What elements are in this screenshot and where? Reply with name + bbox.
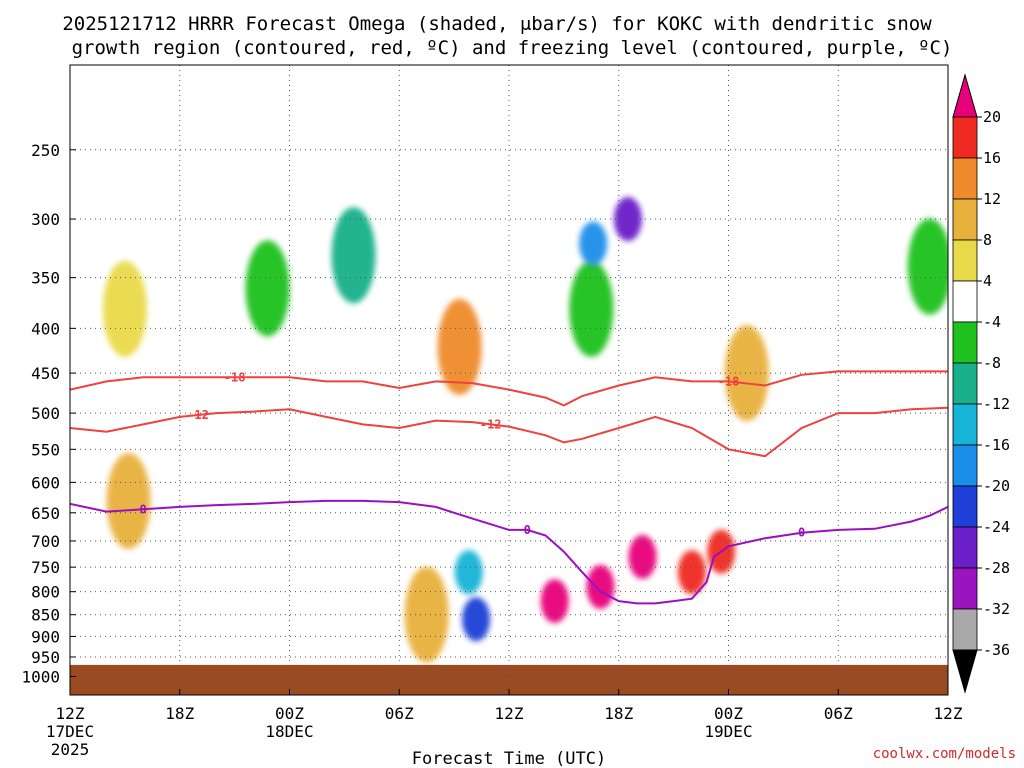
colorbar-label-8: -16 bbox=[983, 436, 1010, 454]
colorbar-label-10: -24 bbox=[983, 518, 1010, 536]
colorbar-label-1: 16 bbox=[983, 149, 1001, 167]
colorbar-box-4 bbox=[952, 280, 978, 323]
colorbar-box-2 bbox=[952, 198, 978, 241]
y-tick-label-0: 250 bbox=[31, 141, 60, 160]
contour-label-0-1: -18 bbox=[718, 374, 740, 388]
colorbar: 20 16 12 8 4 -4 -8 -12 -16 -20 -24 -28 -32 -36 bbox=[952, 73, 1010, 694]
colorbar-label-13: -36 bbox=[983, 641, 1010, 659]
x-date-label-6: 19DEC bbox=[704, 722, 752, 741]
contour-label-1-1: -12 bbox=[480, 417, 502, 431]
colorbar-label-0: 20 bbox=[983, 108, 1001, 126]
colorbar-box-10 bbox=[952, 526, 978, 569]
x-year-label-0: 2025 bbox=[51, 740, 90, 759]
x-date-label-2: 18DEC bbox=[265, 722, 313, 741]
colorbar-bottom-arrow bbox=[952, 649, 978, 694]
colorbar-label-12: -32 bbox=[983, 600, 1010, 618]
colorbar-box-12 bbox=[952, 608, 978, 651]
y-tick-label-4: 450 bbox=[31, 364, 60, 383]
y-tick-label-9: 700 bbox=[31, 532, 60, 551]
omega-feature-12 bbox=[579, 221, 608, 266]
colorbar-label-11: -28 bbox=[983, 559, 1010, 577]
contour-line-0 bbox=[70, 370, 948, 407]
contour-label-2-1: 0 bbox=[524, 523, 531, 537]
x-tick-label-0: 12Z bbox=[56, 704, 85, 723]
contour-label-0-0: -18 bbox=[224, 370, 246, 384]
y-tick-label-6: 550 bbox=[31, 440, 60, 459]
y-tick-label-10: 750 bbox=[31, 558, 60, 577]
colorbar-box-3 bbox=[952, 239, 978, 282]
omega-feature-9 bbox=[454, 550, 483, 595]
colorbar-box-5 bbox=[952, 321, 978, 364]
omega-feature-13 bbox=[540, 579, 569, 624]
y-tick-label-12: 850 bbox=[31, 606, 60, 625]
y-tick-label-5: 500 bbox=[31, 404, 60, 423]
colorbar-box-8 bbox=[952, 444, 978, 487]
x-axis-label: Forecast Time (UTC) bbox=[412, 749, 606, 768]
contour-label-1-0: -12 bbox=[187, 408, 209, 422]
colorbar-label-7: -12 bbox=[983, 395, 1010, 413]
x-tick-label-4: 12Z bbox=[495, 704, 524, 723]
omega-feature-7 bbox=[331, 207, 376, 304]
x-tick-label-8: 12Z bbox=[934, 704, 963, 723]
omega-feature-4 bbox=[724, 325, 769, 422]
y-tick-label-8: 650 bbox=[31, 504, 60, 523]
gridlines bbox=[70, 65, 948, 695]
chart-title-line2: growth region (contoured, red, ºC) and f… bbox=[72, 37, 953, 59]
colorbar-box-11 bbox=[952, 567, 978, 610]
omega-feature-17 bbox=[613, 197, 642, 242]
colorbar-box-7 bbox=[952, 403, 978, 446]
x-tick-label-3: 06Z bbox=[385, 704, 414, 723]
omega-feature-0 bbox=[102, 260, 147, 357]
colorbar-label-6: -8 bbox=[983, 354, 1001, 372]
contour-layer: -18 -18 -12 -12 0 0 0 bbox=[70, 370, 948, 605]
x-date-label-0: 17DEC bbox=[46, 722, 94, 741]
colorbar-top-arrow bbox=[952, 73, 978, 118]
y-tick-label-15: 1000 bbox=[21, 667, 60, 686]
contour-line-1 bbox=[70, 406, 948, 458]
watermark: coolwx.com/models bbox=[873, 746, 1016, 762]
y-tick-label-11: 800 bbox=[31, 583, 60, 602]
colorbar-label-5: -4 bbox=[983, 313, 1001, 331]
colorbar-box-0 bbox=[952, 116, 978, 159]
colorbar-label-4: 4 bbox=[983, 272, 992, 290]
omega-feature-8 bbox=[437, 298, 482, 395]
y-tick-label-7: 600 bbox=[31, 473, 60, 492]
y-tick-label-14: 950 bbox=[31, 648, 60, 667]
contour-line-2 bbox=[70, 499, 948, 605]
omega-shading-layer bbox=[102, 197, 948, 663]
colorbar-label-3: 8 bbox=[983, 231, 992, 249]
omega-feature-6 bbox=[404, 566, 449, 663]
omega-feature-15 bbox=[628, 534, 657, 579]
omega-feature-16 bbox=[462, 597, 491, 642]
colorbar-box-9 bbox=[952, 485, 978, 528]
x-tick-label-1: 18Z bbox=[165, 704, 194, 723]
y-tick-label-3: 400 bbox=[31, 319, 60, 338]
colorbar-box-6 bbox=[952, 362, 978, 405]
x-tick-label-7: 06Z bbox=[824, 704, 853, 723]
x-tick-label-6: 00Z bbox=[714, 704, 743, 723]
omega-feature-2 bbox=[245, 240, 290, 337]
y-tick-label-2: 350 bbox=[31, 269, 60, 288]
colorbar-label-2: 12 bbox=[983, 190, 1001, 208]
omega-feature-14 bbox=[586, 564, 615, 609]
x-tick-label-5: 18Z bbox=[604, 704, 633, 723]
omega-feature-10 bbox=[677, 550, 706, 595]
y-axis: 250 300 350 400 450 500 550 600 650 700 750 800 850 9… bbox=[21, 141, 76, 686]
chart-title-line1: 2025121712 HRRR Forecast Omega (shaded, … bbox=[62, 13, 932, 35]
omega-feature-5 bbox=[907, 218, 948, 315]
omega-feature-1 bbox=[106, 452, 151, 549]
y-tick-label-1: 300 bbox=[31, 210, 60, 229]
y-tick-label-13: 900 bbox=[31, 627, 60, 646]
contour-label-2-2: 0 bbox=[798, 526, 805, 540]
colorbar-box-1 bbox=[952, 157, 978, 200]
colorbar-label-9: -20 bbox=[983, 477, 1010, 495]
omega-feature-3 bbox=[569, 260, 614, 357]
x-tick-label-2: 00Z bbox=[275, 704, 304, 723]
contour-label-2-0: 0 bbox=[140, 502, 147, 516]
